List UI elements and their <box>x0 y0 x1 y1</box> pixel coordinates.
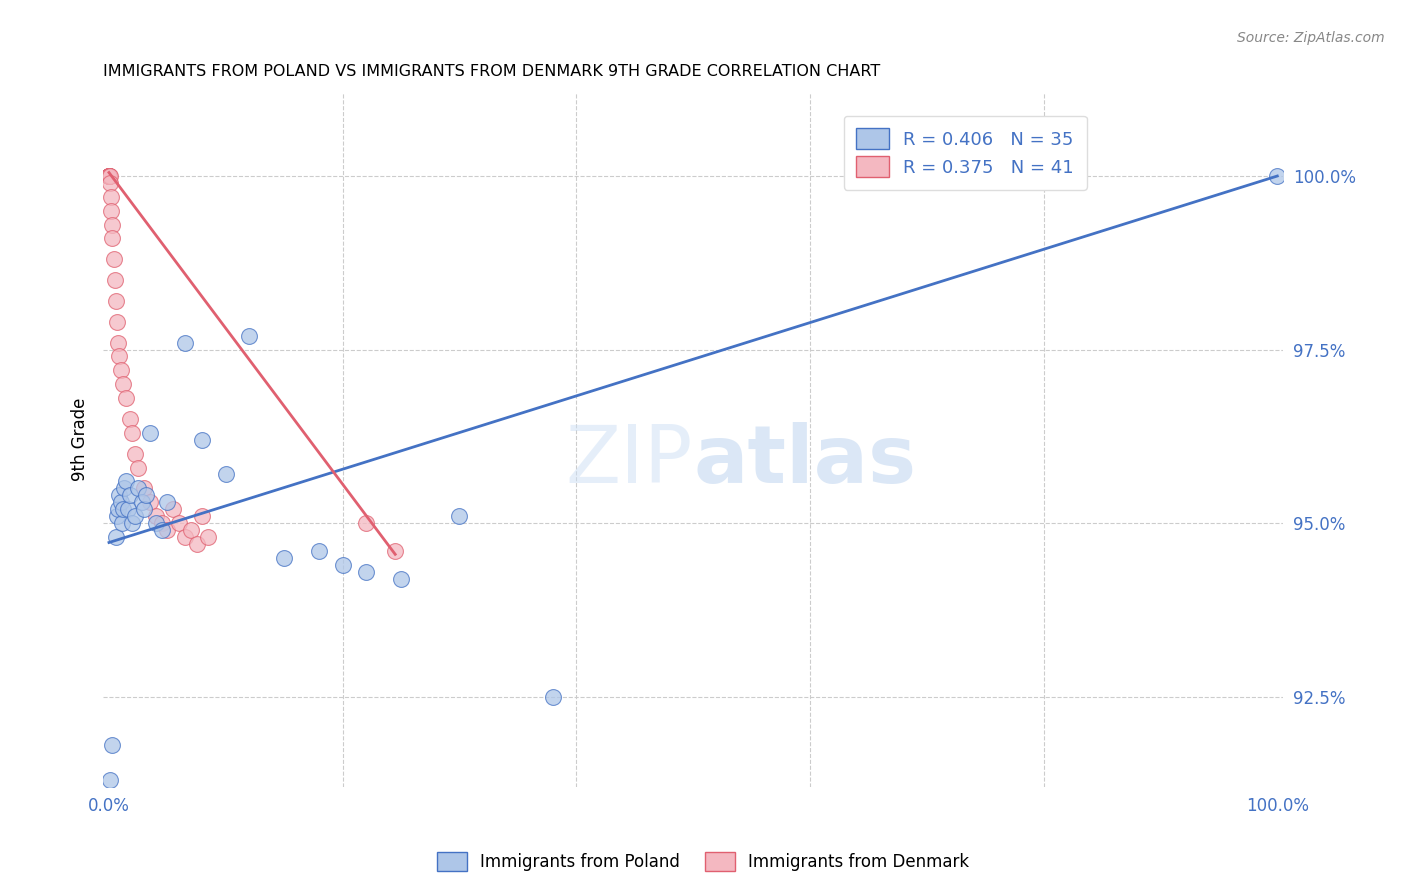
Point <box>541 690 564 704</box>
Point <box>384 544 406 558</box>
Point <box>127 482 149 496</box>
Point <box>100 203 122 218</box>
Point <box>135 488 157 502</box>
Point <box>191 509 214 524</box>
Point <box>98 176 121 190</box>
Point <box>131 495 153 509</box>
Point <box>162 502 184 516</box>
Point <box>174 530 197 544</box>
Point <box>108 488 131 502</box>
Point <box>103 252 125 267</box>
Text: ZIP: ZIP <box>565 422 693 500</box>
Point <box>110 495 132 509</box>
Point <box>186 537 208 551</box>
Point <box>117 502 139 516</box>
Point <box>98 169 121 183</box>
Point <box>104 530 127 544</box>
Point <box>191 433 214 447</box>
Point <box>110 363 132 377</box>
Point <box>98 169 121 183</box>
Point <box>111 502 134 516</box>
Point <box>354 516 377 530</box>
Point <box>389 572 412 586</box>
Point <box>449 509 471 524</box>
Point <box>111 377 134 392</box>
Point <box>98 169 121 183</box>
Point <box>145 516 167 530</box>
Point <box>100 190 122 204</box>
Point <box>121 516 143 530</box>
Point <box>354 565 377 579</box>
Point <box>332 558 354 572</box>
Point <box>118 412 141 426</box>
Point <box>115 475 138 489</box>
Point <box>104 273 127 287</box>
Point <box>101 231 124 245</box>
Point <box>127 460 149 475</box>
Point <box>197 530 219 544</box>
Point <box>104 293 127 308</box>
Point <box>124 447 146 461</box>
Point <box>118 488 141 502</box>
Point <box>124 509 146 524</box>
Point <box>215 467 238 482</box>
Point <box>105 509 128 524</box>
Point <box>121 425 143 440</box>
Point <box>98 169 121 183</box>
Point <box>98 169 121 183</box>
Point <box>156 495 179 509</box>
Text: atlas: atlas <box>693 422 917 500</box>
Point <box>111 516 134 530</box>
Point <box>98 772 121 787</box>
Point <box>132 502 155 516</box>
Point <box>167 516 190 530</box>
Point <box>238 328 260 343</box>
Point <box>145 509 167 524</box>
Text: Source: ZipAtlas.com: Source: ZipAtlas.com <box>1237 31 1385 45</box>
Point <box>98 169 121 183</box>
Point <box>101 738 124 752</box>
Point <box>308 544 330 558</box>
Point <box>98 169 121 183</box>
Y-axis label: 9th Grade: 9th Grade <box>72 398 89 482</box>
Point <box>98 169 121 183</box>
Point <box>1265 169 1288 183</box>
Point <box>101 218 124 232</box>
Point <box>180 523 202 537</box>
Point <box>107 502 129 516</box>
Point <box>105 315 128 329</box>
Text: IMMIGRANTS FROM POLAND VS IMMIGRANTS FROM DENMARK 9TH GRADE CORRELATION CHART: IMMIGRANTS FROM POLAND VS IMMIGRANTS FRO… <box>103 64 880 79</box>
Point <box>108 350 131 364</box>
Point <box>139 425 162 440</box>
Point <box>156 523 179 537</box>
Point <box>139 495 162 509</box>
Legend: R = 0.406   N = 35, R = 0.375   N = 41: R = 0.406 N = 35, R = 0.375 N = 41 <box>844 116 1087 190</box>
Point <box>150 523 173 537</box>
Point <box>107 335 129 350</box>
Point <box>273 550 295 565</box>
Legend: Immigrants from Poland, Immigrants from Denmark: Immigrants from Poland, Immigrants from … <box>429 843 977 880</box>
Point <box>98 169 121 183</box>
Point <box>150 516 173 530</box>
Point <box>112 482 135 496</box>
Point <box>132 482 155 496</box>
Point <box>115 391 138 405</box>
Point <box>174 335 197 350</box>
